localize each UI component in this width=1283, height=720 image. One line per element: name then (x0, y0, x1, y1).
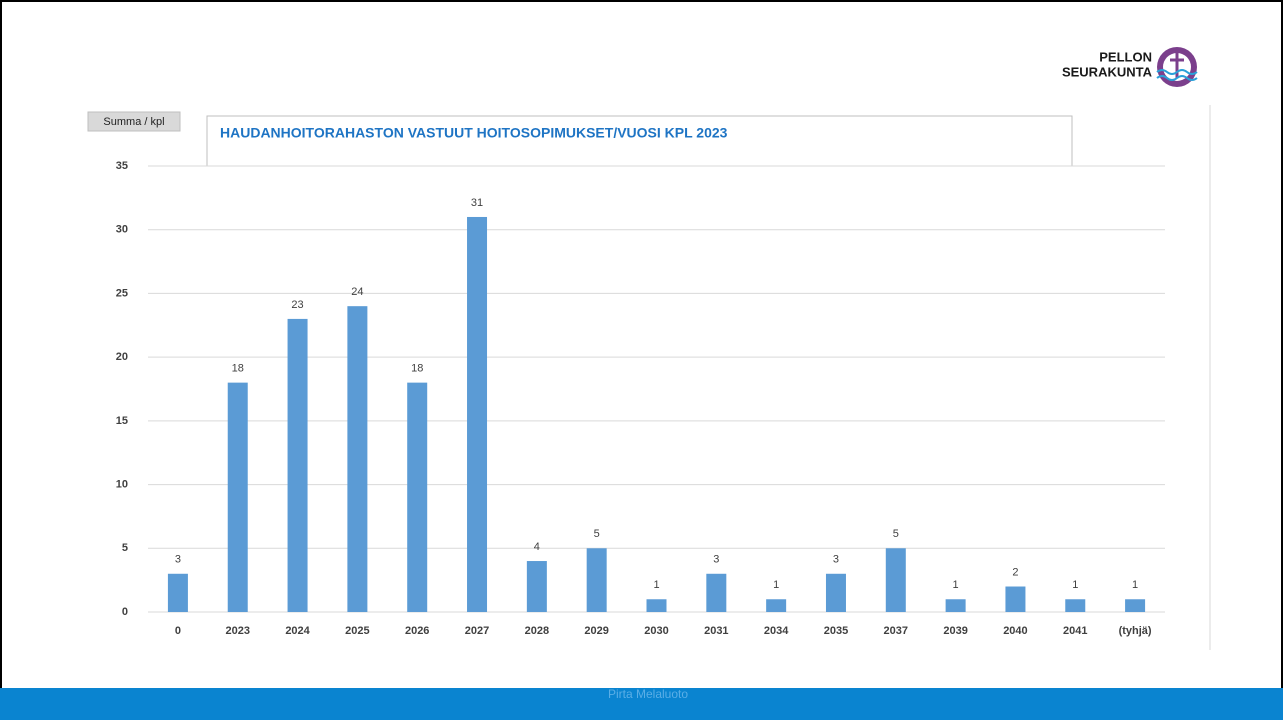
logo-line2: SEURAKUNTA (1062, 64, 1153, 79)
bar (1065, 599, 1086, 612)
data-label: 4 (534, 541, 540, 553)
data-label: 1 (1072, 579, 1078, 591)
x-tick-label: 2030 (644, 625, 668, 637)
bar (526, 561, 547, 612)
logo-waves (1156, 69, 1198, 81)
bar (167, 573, 188, 612)
logo-cross (1170, 53, 1184, 78)
data-label: 24 (351, 286, 363, 298)
x-tick-label: 2034 (764, 625, 789, 637)
y-tick-label: 30 (116, 224, 128, 236)
chart-title: HAUDANHOITORAHASTON VASTUUT HOITOSOPIMUK… (220, 125, 728, 141)
x-tick-label: 2023 (225, 625, 249, 637)
bar (407, 382, 428, 612)
data-label: 23 (291, 299, 303, 311)
bar (287, 318, 308, 612)
bar (766, 599, 787, 612)
data-label: 3 (175, 554, 181, 566)
x-tick-label: 2041 (1063, 625, 1087, 637)
y-tick-label: 5 (122, 542, 128, 554)
field-button[interactable] (87, 111, 181, 132)
bar (586, 548, 607, 612)
data-label: 1 (653, 579, 659, 591)
x-tick-label: (tyhjä) (1119, 625, 1152, 637)
y-tick-label: 15 (116, 415, 128, 427)
x-tick-label: 2026 (405, 625, 429, 637)
logo: PELLON SEURAKUNTA (1062, 47, 1198, 87)
x-tick-label: 2040 (1003, 625, 1027, 637)
footer-text: Pirta Melaluoto (608, 687, 688, 701)
data-label: 31 (471, 197, 483, 209)
x-tick-label: 0 (175, 625, 181, 637)
bar (467, 216, 488, 612)
data-label: 18 (232, 363, 244, 375)
y-tick-label: 35 (116, 160, 128, 172)
footer-bar (0, 688, 1283, 720)
bar (885, 548, 906, 612)
x-tick-label: 2025 (345, 625, 369, 637)
x-tick-label: 2024 (285, 625, 310, 637)
logo-line1: PELLON (1099, 49, 1152, 64)
x-tick-label: 2027 (465, 625, 489, 637)
data-label: 18 (411, 363, 423, 375)
bar (347, 306, 368, 612)
data-label: 2 (1012, 566, 1018, 578)
x-tick-label: 2035 (824, 625, 848, 637)
field-button-label: Summa / kpl (103, 116, 164, 128)
x-tick-label: 2029 (584, 625, 608, 637)
bar (1005, 586, 1026, 612)
y-tick-label: 10 (116, 478, 128, 490)
data-label: 3 (713, 554, 719, 566)
bar (945, 599, 966, 612)
bar (646, 599, 667, 612)
bar (1125, 599, 1146, 612)
data-label: 5 (893, 528, 899, 540)
x-tick-label: 2039 (943, 625, 967, 637)
data-label: 1 (773, 579, 779, 591)
x-tick-label: 2031 (704, 625, 728, 637)
x-tick-label: 2028 (525, 625, 549, 637)
y-tick-label: 20 (116, 351, 128, 363)
bar (825, 573, 846, 612)
data-label: 5 (594, 528, 600, 540)
bar (227, 382, 248, 612)
title-box (206, 115, 1073, 167)
x-tick-label: 2037 (884, 625, 908, 637)
y-tick-label: 0 (122, 606, 128, 618)
y-tick-label: 25 (116, 287, 128, 299)
data-label: 1 (953, 579, 959, 591)
bar (706, 573, 727, 612)
data-label: 1 (1132, 579, 1138, 591)
data-label: 3 (833, 554, 839, 566)
